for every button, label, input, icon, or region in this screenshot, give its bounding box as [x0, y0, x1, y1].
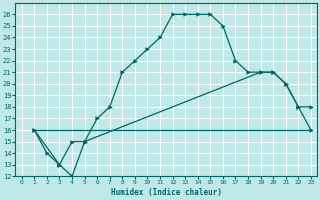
- X-axis label: Humidex (Indice chaleur): Humidex (Indice chaleur): [111, 188, 222, 197]
